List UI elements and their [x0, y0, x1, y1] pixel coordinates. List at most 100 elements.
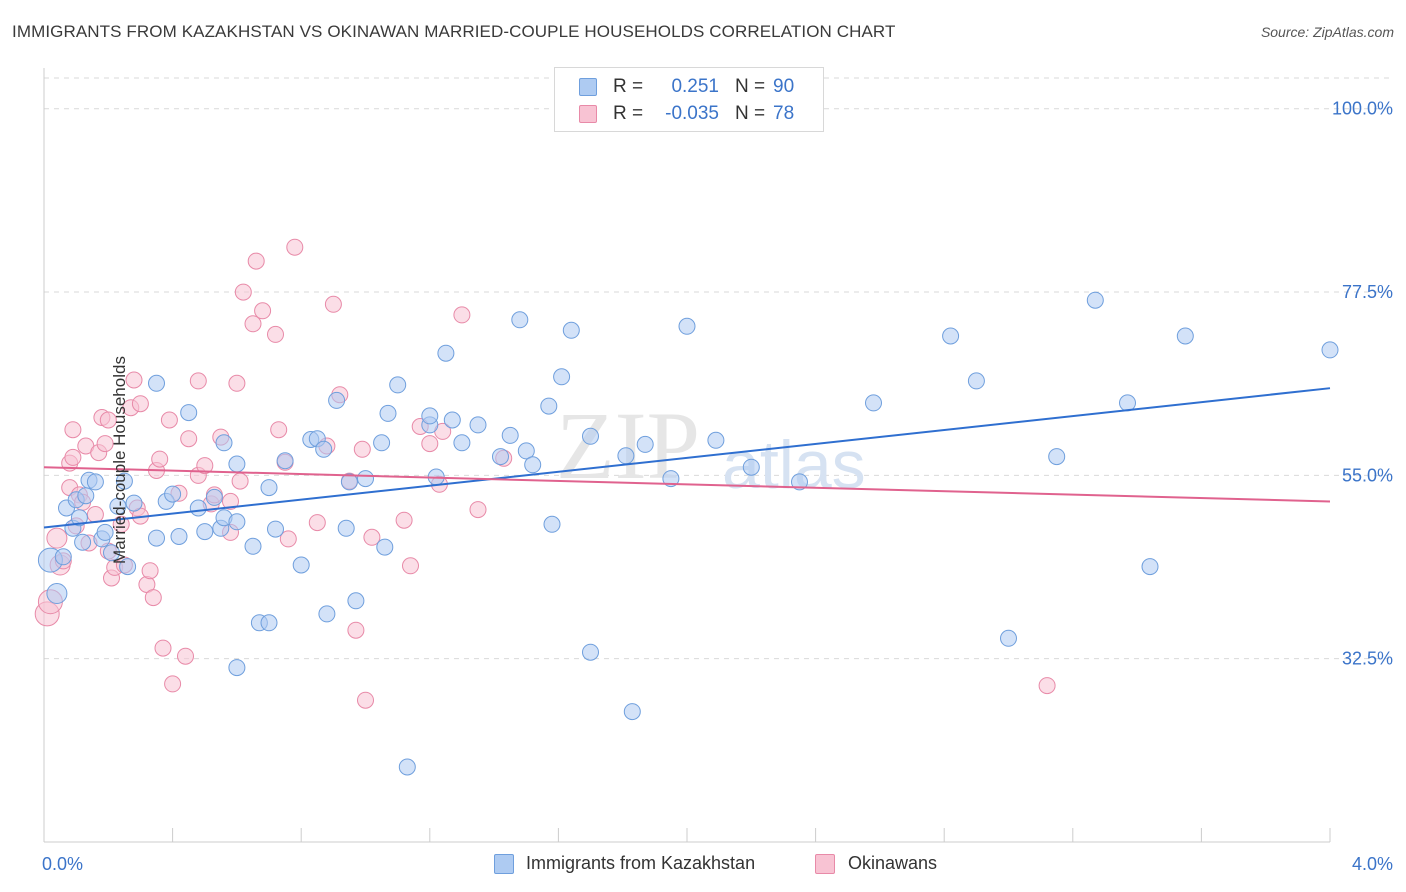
okinawans-point [453, 306, 471, 324]
kazakhstan-point [109, 497, 127, 515]
okinawans-point [279, 530, 297, 548]
y-tick-label: 100.0% [1332, 99, 1393, 119]
kazakhstan-point [617, 447, 635, 465]
kazakhstan-point [318, 605, 336, 623]
okinawans-points [34, 238, 1056, 709]
chart-title: IMMIGRANTS FROM KAZAKHSTAN VS OKINAWAN M… [12, 22, 896, 41]
kazakhstan-trend-line [43, 387, 1331, 529]
kazakhstan-point [492, 448, 509, 466]
kazakhstan-point [164, 485, 182, 503]
kazakhstan-point [205, 488, 223, 506]
kazakhstan-point [125, 494, 143, 512]
okinawans-point [324, 295, 342, 313]
okinawans-point [164, 675, 182, 693]
okinawans-point [86, 506, 104, 523]
okinawans-point [234, 283, 252, 301]
kazakhstan-point [119, 558, 137, 576]
kazakhstan-point [196, 523, 214, 541]
kazakhstan-point [967, 372, 985, 390]
kazakhstan-point [260, 479, 278, 497]
gridlines [44, 77, 1394, 660]
kazakhstan-point [742, 458, 760, 476]
kazakhstan-point [517, 442, 535, 460]
kazakhstan-point [189, 499, 207, 517]
kazakhstan-point [623, 703, 641, 721]
kazakhstan-point [421, 407, 439, 425]
kazakhstan-point [148, 374, 165, 392]
kazakhstan-point [469, 416, 487, 434]
y-tick-label: 55.0% [1342, 465, 1393, 485]
y-tick-label: 32.5% [1342, 649, 1393, 669]
kazakhstan-point [543, 515, 561, 533]
kazakhstan-point [524, 456, 542, 474]
kazakhstan-point [1086, 291, 1104, 309]
okinawans-point [357, 691, 374, 709]
kazakhstan-point [357, 470, 374, 488]
kazakhstan-point [292, 556, 310, 574]
kazakhstan-point [707, 431, 725, 449]
okinawans-point [177, 647, 194, 665]
okinawans-point [286, 238, 304, 256]
okinawans-point [231, 472, 249, 490]
r-value: 0.251 [671, 76, 719, 97]
axes [43, 68, 1331, 843]
kazakhstan-point [74, 533, 92, 551]
kazakhstan-point [228, 455, 246, 473]
okinawans-point [469, 501, 487, 519]
okinawans-point [244, 315, 262, 333]
kazakhstan-point [1176, 327, 1194, 345]
kazakhstan-point [337, 519, 355, 537]
kazakhstan-point [180, 404, 198, 422]
kazakhstan-point [398, 758, 416, 776]
kazakhstan-point [540, 397, 558, 415]
okinawans-point [247, 252, 265, 270]
kazakhstan-point [115, 472, 133, 490]
x-tick-label: 0.0% [42, 854, 83, 874]
kazakhstan-point [1000, 629, 1017, 647]
source-label: Source: ZipAtlas.com [1260, 24, 1394, 40]
kazakhstan-point [244, 537, 262, 555]
kazakhstan-point [511, 311, 529, 329]
okinawans-point [395, 511, 413, 529]
kazakhstan-point [267, 520, 284, 538]
swatch-okinawans [579, 105, 597, 123]
x-tick-label: 4.0% [1352, 854, 1393, 874]
okinawans-point [196, 457, 214, 475]
r-label: R = [613, 76, 644, 97]
kazakhstan-point [1141, 558, 1159, 576]
okinawans-point [421, 435, 439, 453]
kazakhstan-point [453, 434, 471, 452]
kazakhstan-point [389, 376, 407, 394]
okinawans-trend-line [43, 466, 1331, 503]
r-value: -0.035 [665, 103, 719, 124]
okinawans-point [64, 448, 82, 466]
okinawans-point [125, 371, 143, 389]
kazakhstan-point [379, 404, 397, 422]
okinawans-point [1038, 677, 1056, 695]
y-tick-label: 77.5% [1342, 282, 1393, 302]
okinawans-point [144, 589, 162, 607]
kazakhstan-point [328, 391, 346, 409]
kazakhstan-point [170, 528, 188, 545]
legend-swatch-kazakhstan [494, 854, 514, 874]
kazakhstan-point [215, 434, 233, 452]
kazakhstan-point [260, 614, 278, 632]
n-value: 78 [773, 103, 795, 124]
series-legend: Immigrants from Kazakhstan Okinawans [0, 852, 1406, 878]
legend-row-okinawans: R = -0.035 N = 78 [555, 101, 823, 129]
okinawans-point [222, 492, 239, 510]
okinawans-point [64, 421, 82, 439]
okinawans-point [254, 302, 272, 320]
trend-lines [43, 387, 1331, 529]
n-value: 90 [773, 76, 795, 97]
kazakhstan-point [582, 427, 599, 445]
okinawans-point [151, 450, 169, 468]
okinawans-point [308, 514, 326, 532]
kazakhstan-point [553, 368, 571, 386]
kazakhstan-point [103, 544, 120, 562]
okinawans-point [99, 411, 117, 429]
r-label: R = [613, 103, 644, 124]
okinawans-point [160, 411, 178, 429]
okinawans-point [96, 435, 114, 453]
tick-labels: 100.0% 77.5% 55.0% 32.5% 0.0% 4.0% [42, 99, 1393, 874]
